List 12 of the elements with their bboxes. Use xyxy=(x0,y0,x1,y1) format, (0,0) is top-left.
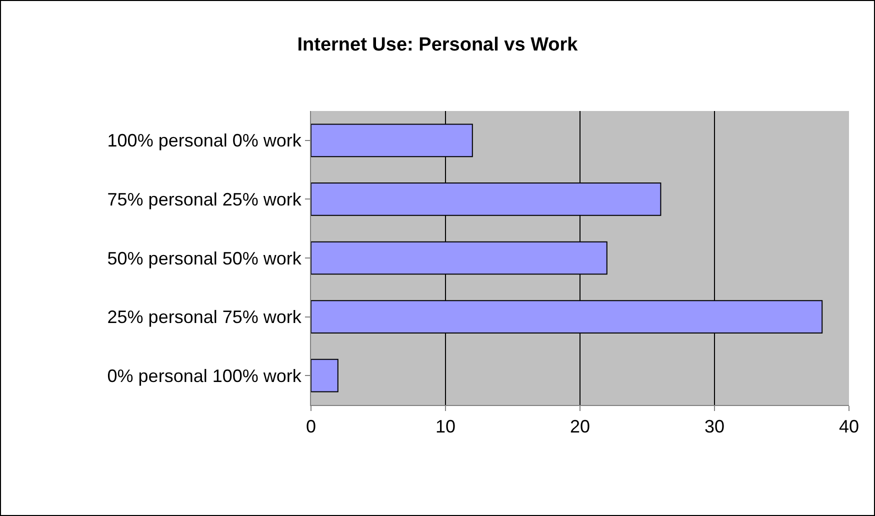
x-tick-label: 20 xyxy=(570,416,590,437)
x-tick-label: 0 xyxy=(306,416,316,437)
x-tick-label: 40 xyxy=(838,416,860,437)
y-tick-label: 75% personal 25% work xyxy=(107,190,302,210)
chart-title: Internet Use: Personal vs Work xyxy=(297,34,578,56)
bar xyxy=(311,358,338,392)
x-tick-label: 10 xyxy=(435,416,456,437)
y-tick-label: 100% personal 0% work xyxy=(107,130,302,151)
y-tick-label: 0% personal 100% work xyxy=(107,366,302,386)
y-tick-label: 50% personal 50% work xyxy=(107,248,302,268)
y-tick-label: 25% personal 75% work xyxy=(107,307,302,328)
x-tick-label: 30 xyxy=(704,416,725,437)
